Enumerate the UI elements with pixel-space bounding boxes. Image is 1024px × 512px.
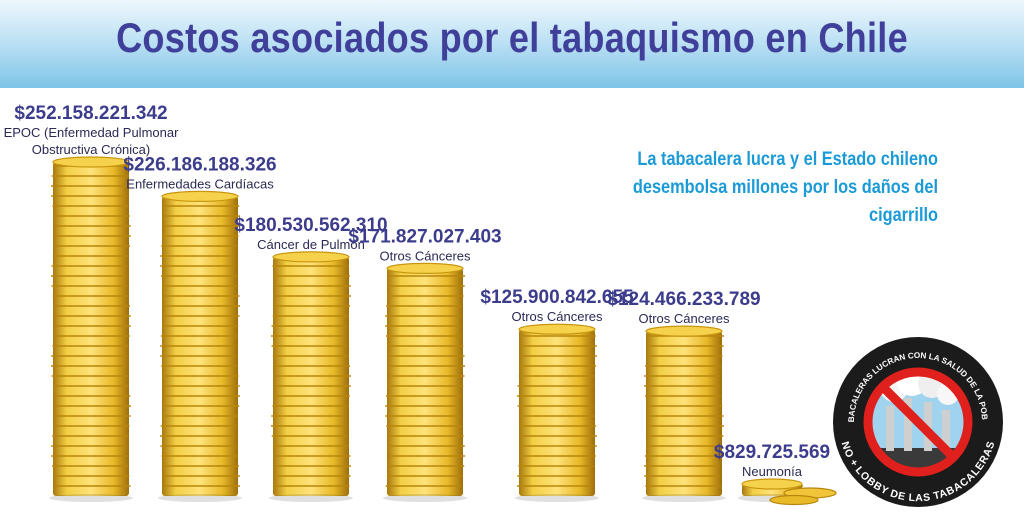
category-label: Obstructiva Crónica) [32, 142, 150, 157]
subtitle: La tabacalera lucra y el Estado chileno … [632, 149, 938, 226]
bar-stack-1 [49, 156, 133, 502]
no-circle-icon [863, 367, 973, 477]
value-label: $124.466.233.789 [607, 289, 760, 310]
no-lobby-badge: LAS TABACALERAS LUCRAN CON LA SALUD DE L… [832, 336, 1003, 507]
category-label: Neumonía [742, 464, 803, 479]
category-label: Otros Cánceres [511, 309, 603, 324]
category-label: Cáncer de Pulmón [257, 237, 365, 252]
page-title: Costos asociados por el tabaquismo en Ch… [116, 14, 908, 61]
value-label: $226.186.188.326 [123, 154, 276, 175]
bar-stack-5 [515, 323, 599, 502]
bar-stack-4 [383, 262, 467, 502]
value-label: $252.158.221.342 [14, 103, 167, 124]
value-label: $829.725.569 [714, 442, 830, 463]
category-label: Otros Cánceres [638, 311, 730, 326]
value-label: $180.530.562.310 [234, 215, 387, 236]
bar-stack-7 [738, 478, 837, 506]
category-label: Otros Cánceres [379, 248, 471, 263]
category-label: EPOC (Enfermedad Pulmonar [4, 125, 180, 140]
value-label: $171.827.027.403 [348, 226, 501, 247]
no-slash-icon [879, 383, 957, 461]
bar-stack-3 [269, 251, 353, 502]
bar-stack-2 [158, 190, 242, 502]
value-label: $125.900.842.655 [480, 287, 634, 308]
header-banner [0, 0, 1024, 88]
bar-stack-6 [642, 325, 726, 502]
category-label: Enfermedades Cardíacas [126, 176, 274, 191]
